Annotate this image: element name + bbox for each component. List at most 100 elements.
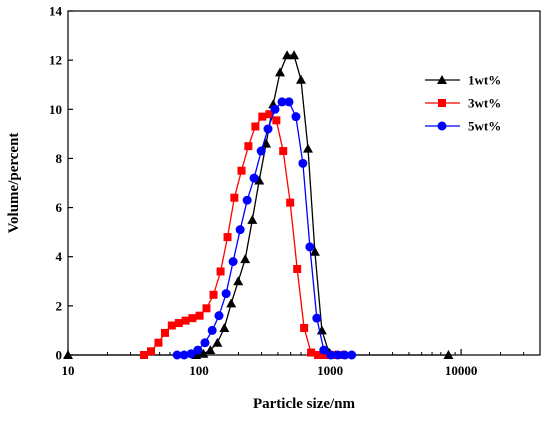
data-point: [161, 328, 170, 337]
data-point: [226, 298, 237, 308]
data-point: [300, 323, 309, 332]
data-point: [347, 350, 357, 360]
plot-frame: [67, 10, 541, 356]
y-tick-label: 0: [56, 348, 63, 363]
data-point: [251, 122, 260, 131]
data-point: [289, 50, 300, 60]
data-point: [326, 350, 336, 360]
data-point: [443, 350, 454, 359]
data-point: [195, 311, 204, 320]
data-point: [321, 351, 330, 359]
data-point: [237, 166, 246, 175]
data-point: [139, 351, 148, 359]
data-point: [302, 143, 313, 153]
x-tick-label: 1000: [317, 363, 343, 378]
y-tick-label: 10: [49, 102, 62, 117]
legend: 1wt% 3wt% 5wt%: [425, 73, 501, 134]
data-point: [249, 173, 259, 183]
data-point: [279, 147, 288, 156]
data-point: [219, 322, 230, 332]
legend-label: 5wt%: [468, 119, 501, 134]
series-1: [139, 110, 343, 359]
data-point: [212, 337, 223, 347]
y-tick-label: 2: [56, 298, 63, 313]
data-point: [309, 246, 320, 256]
data-point: [230, 193, 239, 202]
legend-label: 3wt%: [468, 96, 501, 111]
data-point: [307, 348, 316, 357]
legend-marker: [437, 121, 447, 131]
data-point: [272, 116, 281, 125]
data-point: [242, 195, 252, 205]
data-point: [223, 233, 232, 242]
data-point: [275, 67, 286, 77]
data-point: [333, 350, 343, 360]
y-axis-title: Volume/percent: [6, 133, 22, 234]
data-point: [319, 345, 329, 355]
data-point: [228, 257, 238, 267]
data-point: [214, 311, 224, 321]
data-point: [265, 110, 274, 119]
data-point: [179, 350, 189, 360]
data-point: [270, 104, 280, 114]
data-point: [147, 347, 156, 356]
x-tick-label: 100: [189, 363, 209, 378]
legend-label: 1wt%: [468, 73, 501, 88]
data-point: [209, 290, 218, 299]
data-point: [186, 349, 196, 359]
data-point: [63, 350, 73, 359]
data-point: [298, 158, 308, 168]
data-point: [286, 198, 295, 207]
data-point: [233, 276, 244, 286]
data-point: [235, 225, 245, 235]
data-point: [202, 304, 211, 313]
data-point: [254, 175, 265, 185]
data-point: [200, 338, 210, 348]
x-axis-title: Particle size/nm: [253, 396, 356, 412]
data-point: [216, 267, 225, 276]
data-point: [282, 50, 293, 60]
data-point: [154, 338, 163, 347]
y-tick-label: 12: [49, 53, 62, 68]
data-point: [247, 214, 258, 224]
data-point: [207, 325, 217, 335]
legend-marker: [437, 75, 447, 84]
data-point: [181, 316, 190, 325]
data-point: [240, 254, 251, 264]
y-axis-ticks: 0 2 4 6 8 10 12 14: [49, 4, 73, 363]
data-point: [205, 345, 216, 355]
data-point: [193, 345, 203, 355]
data-point: [314, 351, 323, 359]
x-tick-label: 10: [62, 363, 75, 378]
x-axis-ticks: 10 100 1000 10000: [62, 349, 525, 378]
data-point: [340, 350, 350, 360]
data-point: [312, 313, 322, 323]
data-point: [188, 314, 197, 323]
data-point: [277, 97, 287, 107]
data-point: [174, 319, 183, 328]
data-point: [305, 242, 315, 252]
data-point: [293, 265, 302, 273]
data-point: [172, 350, 182, 360]
data-point: [263, 124, 273, 134]
data-point: [198, 348, 209, 358]
data-point: [256, 146, 266, 156]
data-point: [221, 289, 231, 299]
series-0: [63, 50, 454, 359]
data-point: [167, 321, 176, 330]
y-tick-label: 14: [49, 4, 63, 19]
y-tick-label: 6: [56, 200, 63, 215]
data-point: [244, 142, 253, 151]
series-line: [68, 54, 449, 356]
x-tick-label: 10000: [445, 363, 478, 378]
y-tick-label: 8: [56, 151, 63, 166]
data-point: [291, 112, 301, 122]
data-point: [284, 97, 294, 107]
y-tick-label: 4: [56, 249, 63, 264]
series-layer: [63, 50, 454, 360]
legend-marker: [438, 99, 446, 107]
data-point: [296, 74, 307, 84]
data-point: [258, 112, 267, 121]
